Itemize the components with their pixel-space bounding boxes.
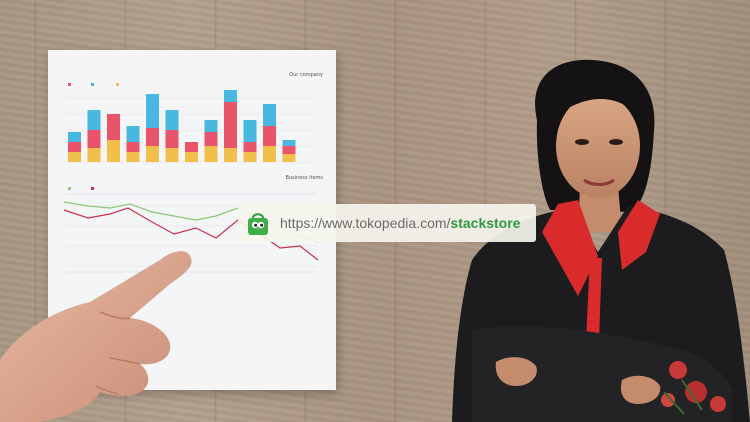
paper-bar-segment — [107, 140, 120, 162]
url-prefix: https://www.tokopedia.com/ — [280, 215, 451, 231]
paper-bar-segment — [185, 142, 198, 152]
paper-bar-segment — [165, 110, 179, 130]
paper-bar-segment — [204, 132, 218, 146]
paper-bar-segment — [68, 152, 81, 162]
paper-bar-segment — [263, 104, 276, 126]
url-store-name: stackstore — [450, 215, 521, 231]
paper-bar-segment — [126, 152, 140, 162]
red-trend-line — [63, 207, 319, 261]
paper-bar-segment — [243, 120, 257, 142]
paper-bar-segment — [224, 148, 237, 162]
shopping-bag-icon — [248, 213, 268, 235]
top-chart-title: Our company — [289, 72, 323, 78]
printed-charts: Our company Business items — [63, 72, 323, 273]
floral-embroidery — [661, 361, 726, 415]
paper-bar-segment — [87, 130, 101, 148]
paper-bar-segment — [243, 142, 257, 152]
paper-bar-segment — [126, 126, 140, 142]
paper-bar-segment — [282, 146, 296, 154]
paper-bar-segment — [263, 126, 276, 146]
stacked-bars — [68, 90, 296, 162]
paper-bar-segment — [224, 102, 237, 148]
bottom-legend — [68, 187, 94, 190]
store-url-text[interactable]: https://www.tokopedia.com/stackstore — [280, 215, 520, 231]
pointing-hand — [0, 251, 192, 422]
paper-bar-segment — [87, 148, 101, 162]
paper-bar-segment — [146, 128, 159, 146]
paper-bar-segment — [146, 94, 159, 128]
paper-bar-segment — [87, 110, 101, 130]
paper-bar-segment — [243, 152, 257, 162]
paper-bar-segment — [224, 90, 237, 102]
paper-bar-segment — [185, 152, 198, 162]
paper-bar-segment — [165, 148, 179, 162]
paper-bar-segment — [146, 146, 159, 162]
paper-bar-segment — [282, 154, 296, 162]
paper-bar-segment — [165, 130, 179, 148]
paper-bar-segment — [204, 120, 218, 132]
bottom-chart-title: Business items — [285, 175, 323, 181]
woman-portrait — [452, 59, 750, 422]
top-legend — [68, 83, 119, 86]
paper-bar-segment — [126, 142, 140, 152]
paper-bar-segment — [107, 114, 120, 140]
store-url-banner[interactable]: https://www.tokopedia.com/stackstore — [238, 204, 536, 242]
paper-bar-segment — [68, 132, 81, 142]
paper-bar-segment — [204, 146, 218, 162]
paper-bar-segment — [282, 140, 296, 146]
paper-bar-segment — [68, 142, 81, 152]
paper-bar-segment — [263, 146, 276, 162]
